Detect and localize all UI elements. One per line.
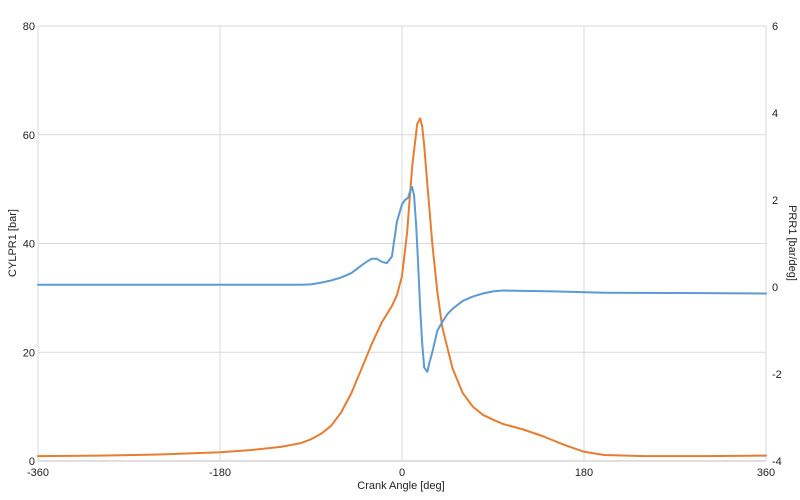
y-right-tick-label: -4 (772, 456, 782, 468)
y-left-tick-label: 20 (23, 347, 35, 359)
y-right-tick-label: 6 (772, 21, 778, 33)
y-left-tick-label: 60 (23, 130, 35, 142)
y-right-tick-label: 4 (772, 108, 778, 120)
y-left-tick-label: 80 (23, 21, 35, 33)
x-tick-label: 0 (399, 467, 405, 479)
tick-labels: 0 20 40 60 80 -360 -180 0 180 360-4 -2 0 2 4 6 (23, 21, 782, 479)
gridlines (37, 25, 767, 462)
y-axis-right-label: PRR1 [bar/deg] (786, 205, 798, 281)
x-tick-label: 180 (575, 467, 593, 479)
x-tick-label: -360 (27, 467, 49, 479)
y-right-tick-label: -2 (772, 369, 782, 381)
x-tick-label: 360 (757, 467, 775, 479)
y-right-tick-label: 0 (772, 282, 778, 294)
x-tick-label: -180 (209, 467, 231, 479)
series-lines (37, 117, 767, 458)
cylpr1-series-line (37, 117, 767, 458)
y-axis-left-label: CYLPR1 [bar] (7, 209, 19, 277)
x-axis-label: Crank Angle [deg] (357, 480, 444, 492)
prr1-series-line (37, 185, 767, 373)
y-right-tick-label: 2 (772, 195, 778, 207)
y-left-tick-label: 0 (29, 456, 35, 468)
y-left-tick-label: 40 (23, 239, 35, 251)
